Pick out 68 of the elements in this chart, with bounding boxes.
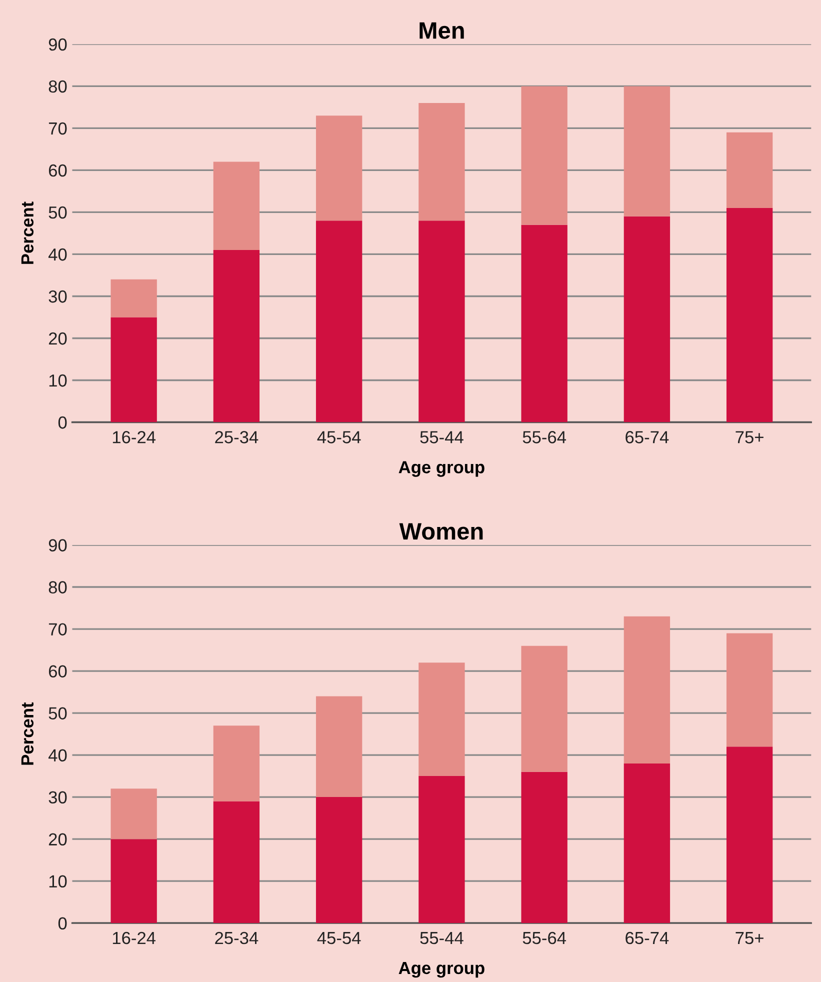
bar <box>521 772 568 924</box>
y-tick-label: 50 <box>48 206 67 219</box>
y-tick-label: 70 <box>48 623 67 636</box>
bar <box>316 220 362 422</box>
bar <box>418 220 465 422</box>
x-tick-label: 55-44 <box>420 431 464 444</box>
y-tick-label: 40 <box>48 248 67 261</box>
y-tick-label: 90 <box>48 38 67 51</box>
bar <box>110 279 157 318</box>
bar <box>316 696 362 798</box>
y-tick-label: 60 <box>48 164 67 177</box>
bar <box>624 763 670 924</box>
bar <box>213 162 260 250</box>
y-tick-label: 30 <box>48 791 67 804</box>
y-tick-label: 80 <box>48 80 67 93</box>
x-tick-label: 45-54 <box>317 932 361 944</box>
x-tick-label: 65-74 <box>626 932 669 944</box>
y-tick-label: 80 <box>48 581 67 594</box>
bar <box>213 726 260 802</box>
bar <box>726 208 773 422</box>
bar <box>418 662 465 776</box>
bar <box>418 103 465 221</box>
bar <box>213 250 260 422</box>
bar <box>521 86 568 225</box>
y-tick-label: 20 <box>48 332 67 345</box>
y-axis-title: Percent <box>21 702 34 765</box>
y-tick-label: 30 <box>48 290 67 303</box>
bar <box>110 317 157 422</box>
bar <box>316 116 362 221</box>
x-tick-label: 55-64 <box>522 932 566 944</box>
x-tick-label: 25-34 <box>215 932 258 944</box>
chart-title: Women <box>399 523 483 540</box>
bar <box>726 746 773 924</box>
y-tick-label: 20 <box>48 833 67 846</box>
bar <box>110 839 157 924</box>
x-tick-label: 25-34 <box>215 431 258 444</box>
y-tick-label: 0 <box>58 416 67 429</box>
bar <box>624 216 670 422</box>
x-tick-label: 65-74 <box>626 431 669 444</box>
y-tick-label: 60 <box>48 665 67 678</box>
x-tick-label: 55-64 <box>522 431 566 444</box>
x-tick-label: 45-54 <box>317 431 361 444</box>
x-tick-label: 75+ <box>736 431 764 444</box>
bar <box>521 224 568 422</box>
y-tick-label: 10 <box>49 875 67 888</box>
x-axis-title: Age group <box>398 962 484 978</box>
bar <box>521 646 568 772</box>
bar <box>726 132 773 208</box>
bar <box>726 633 773 747</box>
bar <box>110 788 157 840</box>
x-axis-title: Age group <box>398 461 484 477</box>
bar <box>624 616 670 764</box>
bar <box>624 86 670 216</box>
y-tick-label: 10 <box>49 374 67 387</box>
y-tick-label: 90 <box>48 539 67 552</box>
x-tick-label: 75+ <box>736 932 764 944</box>
x-tick-label: 16-24 <box>112 932 156 944</box>
bar <box>213 801 260 924</box>
x-tick-label: 55-44 <box>420 932 464 944</box>
bar <box>316 797 362 924</box>
y-tick-label: 50 <box>48 707 67 720</box>
chart-title: Men <box>420 22 464 39</box>
y-tick-label: 70 <box>48 122 67 135</box>
bar <box>418 776 465 924</box>
y-axis-title: Percent <box>21 202 34 264</box>
y-tick-label: 0 <box>58 917 67 930</box>
y-tick-label: 40 <box>48 749 67 762</box>
x-tick-label: 16-24 <box>112 431 156 444</box>
